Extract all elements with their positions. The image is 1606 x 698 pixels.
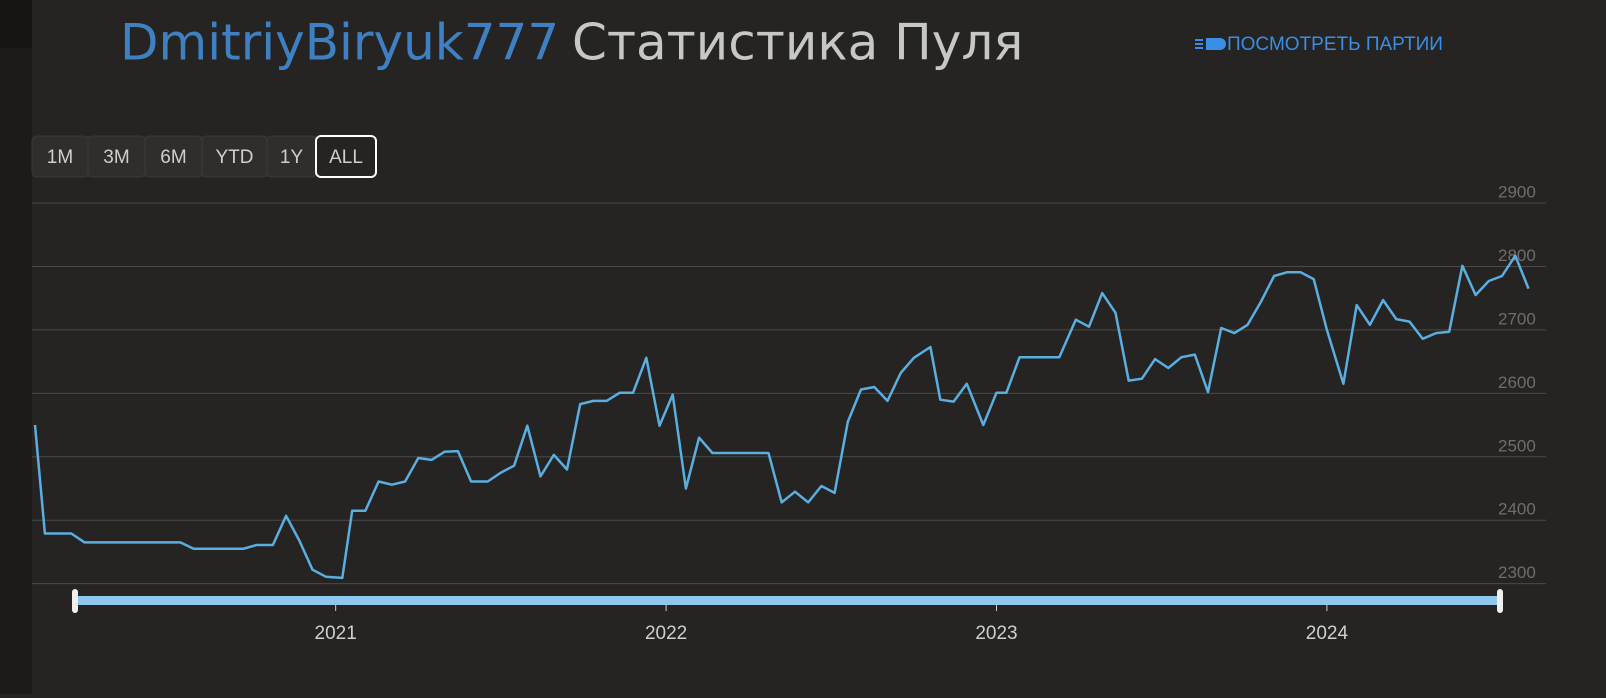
- range-button-label: 6M: [160, 147, 186, 168]
- plot: 2300 2400 2500 2600 2700 2800 2900 2021 2022 2023…: [32, 182, 1546, 644]
- y-tick-label: 2600: [1498, 373, 1536, 392]
- range-button-label: 1M: [47, 147, 73, 168]
- navigator-handle[interactable]: [1497, 589, 1503, 613]
- sidebar-top: [0, 0, 32, 48]
- navigator-bar[interactable]: [75, 596, 1500, 605]
- y-tick-label: 2300: [1498, 563, 1536, 582]
- sidebar: [0, 0, 32, 694]
- range-button-label: 3M: [103, 147, 129, 168]
- line-series: [33, 254, 1530, 580]
- y-tick-label: 2400: [1498, 500, 1536, 519]
- y-tick-label: 2800: [1498, 246, 1536, 265]
- navigator: [72, 589, 1503, 613]
- y-tick-label: 2500: [1498, 436, 1536, 455]
- x-tick-label: 2024: [1306, 623, 1349, 644]
- range-button-label: ALL: [329, 147, 363, 168]
- page-title: Статистика Пуля: [572, 14, 1023, 72]
- x-tick-label: 2023: [975, 623, 1017, 644]
- y-tick-label: 2900: [1498, 182, 1536, 201]
- games-link[interactable]: ПОСМОТРЕТЬ ПАРТИИ: [1227, 34, 1443, 55]
- link-icon: [1195, 38, 1226, 50]
- navigator-handle[interactable]: [72, 589, 78, 613]
- range-button-label: YTD: [216, 147, 254, 168]
- username[interactable]: DmitriyBiryuk777: [120, 14, 559, 72]
- y-tick-label: 2700: [1498, 309, 1536, 328]
- range-button-label: 1Y: [280, 147, 304, 168]
- range-buttons: 1M 3M 6M YTD 1Y ALL: [31, 135, 377, 178]
- x-tick-label: 2021: [315, 623, 357, 644]
- x-tick-label: 2022: [645, 623, 687, 644]
- range-button[interactable]: [315, 135, 377, 178]
